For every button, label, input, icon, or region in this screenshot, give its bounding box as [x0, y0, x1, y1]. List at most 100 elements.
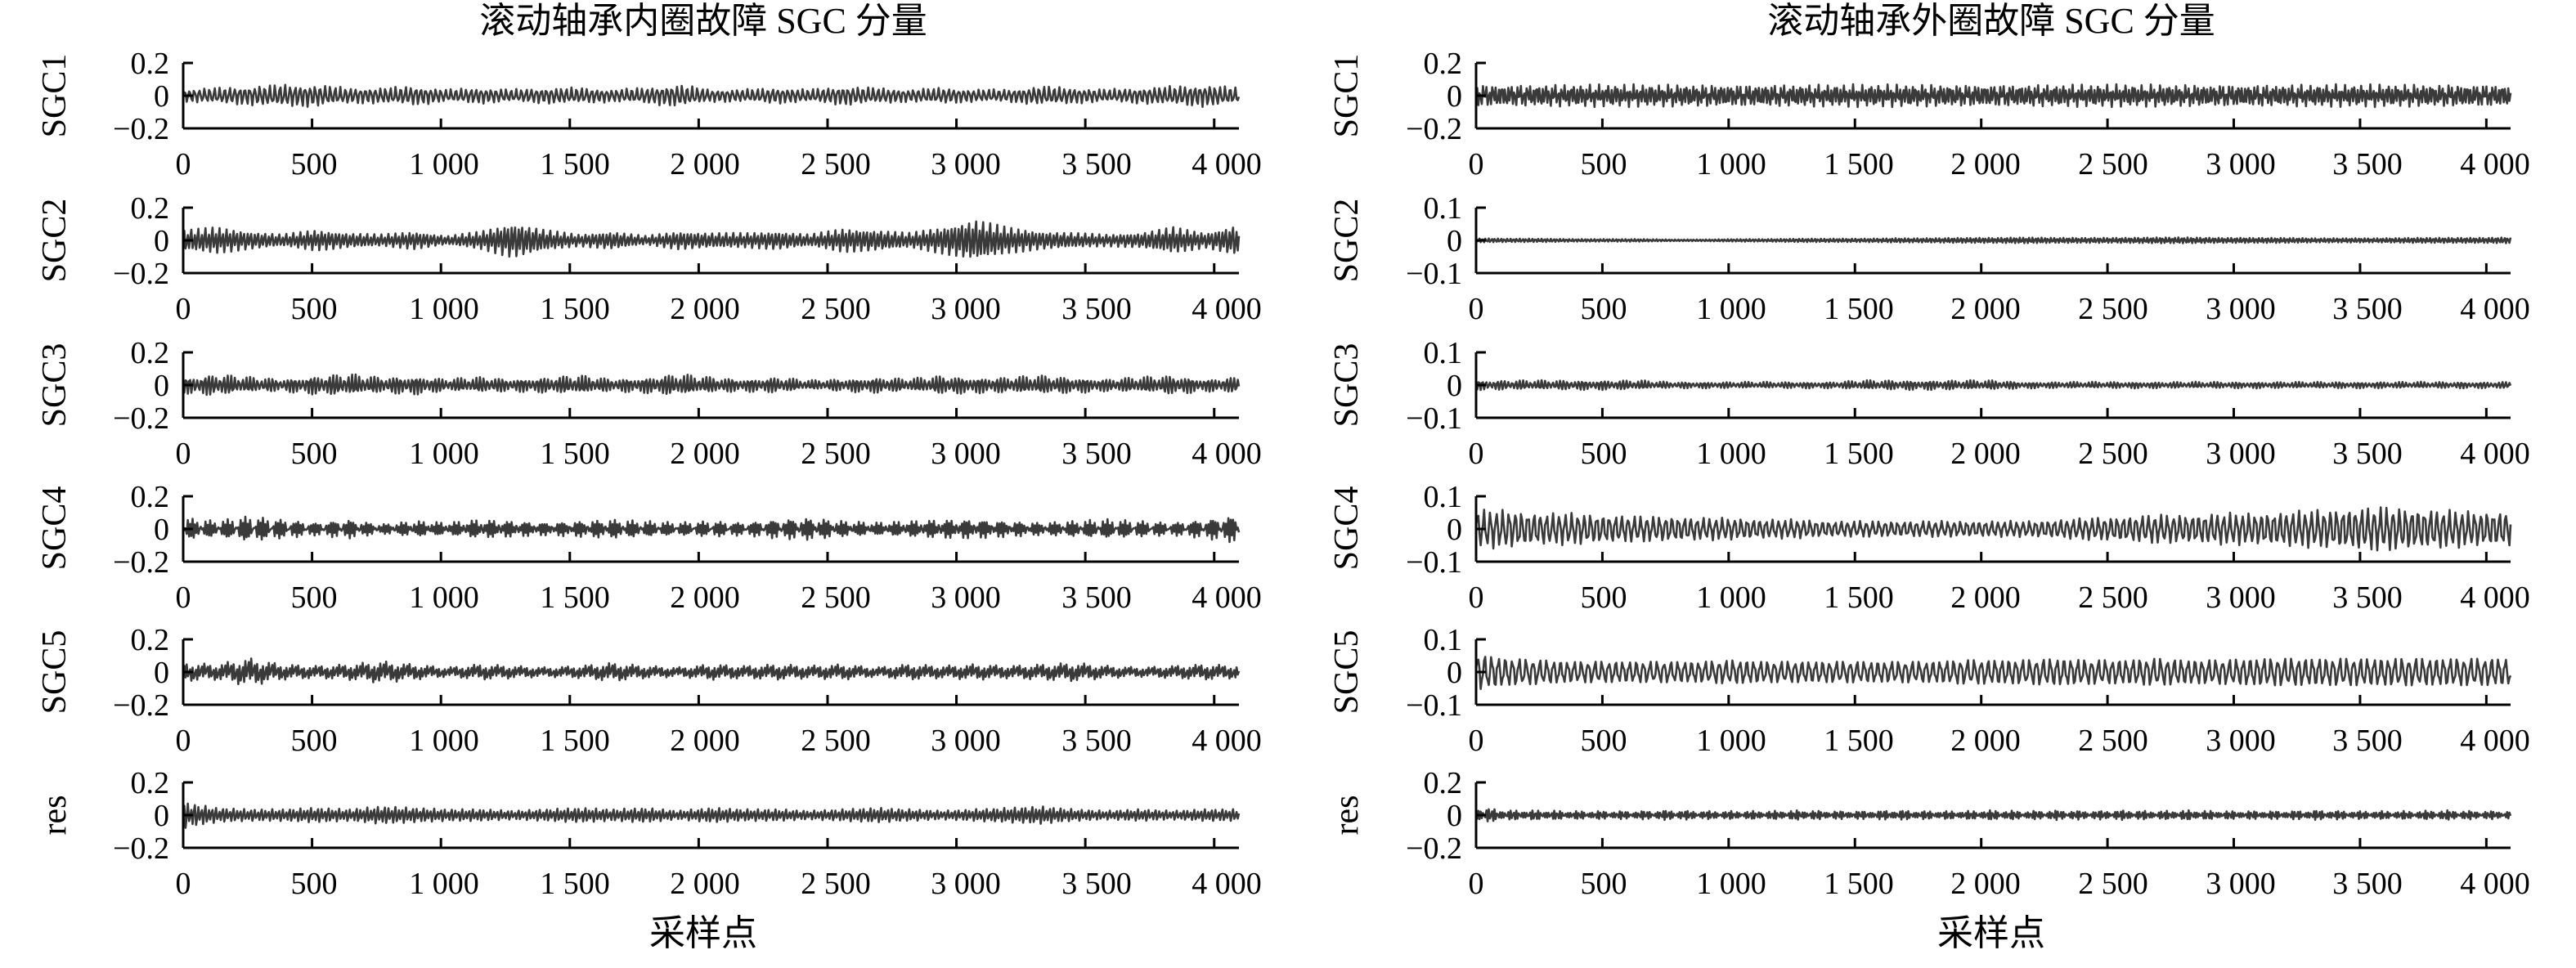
panel-title: 滚动轴承内圈故障 SGC 分量 [479, 1, 927, 41]
axis-frame [182, 61, 1239, 130]
y-tick-label: 0.1 [1424, 480, 1463, 514]
y-tick-label: −0.2 [113, 112, 169, 146]
y-tick-label: 0.2 [1424, 47, 1463, 81]
y-tick-label: 0 [154, 369, 169, 403]
y-tick-label: 0 [154, 799, 169, 833]
y-tick-label: 0.2 [1424, 766, 1463, 800]
x-tick-label: 3 000 [931, 292, 1001, 326]
y-tick-label: 0.2 [131, 47, 170, 81]
y-tick-label: 0 [1447, 656, 1462, 690]
y-tick-label: −0.2 [113, 401, 169, 436]
y-tick-label: −0.2 [113, 688, 169, 723]
x-tick-label: 4 000 [1192, 724, 1262, 758]
x-tick-label: 1 000 [409, 292, 479, 326]
x-tick-label: 1 500 [1824, 292, 1894, 326]
x-tick-label: 0 [176, 437, 191, 471]
x-tick-label: 500 [1581, 437, 1627, 471]
axis-frame [1474, 495, 2511, 563]
x-tick-label: 3 000 [931, 437, 1001, 471]
x-tick-label: 3 000 [931, 580, 1001, 615]
y-axis-label: SGC2 [1328, 199, 1366, 283]
axis-frame [182, 781, 1239, 849]
y-tick-label: 0.1 [1424, 336, 1463, 370]
x-tick-label: 2 000 [1950, 292, 2021, 326]
x-tick-label: 1 500 [540, 724, 610, 758]
subplot-inner-sgc1: SGC1 0.2 0 −0.2 0 500 1 000 1 500 2 000 … [36, 47, 1262, 182]
x-tick-label: 2 500 [801, 867, 871, 901]
x-tick-label: 2 000 [1950, 147, 2021, 182]
x-tick-label: 3 000 [2206, 437, 2276, 471]
x-tick-label: 2 500 [801, 724, 871, 758]
x-tick-label: 500 [291, 580, 338, 615]
signal-trace [1474, 379, 2512, 392]
subplot-outer-sgc4: SGC4 0.1 0 −0.1 0 500 1 000 1 500 2 000 … [1328, 480, 2530, 615]
x-tick-label: 3 500 [1061, 580, 1132, 615]
x-tick-label: 500 [291, 437, 338, 471]
x-tick-label: 2 500 [801, 292, 871, 326]
x-tick-label: 3 500 [2332, 147, 2403, 182]
x-tick-label: 2 500 [801, 437, 871, 471]
x-tick-label: 3 000 [931, 147, 1001, 182]
x-tick-label: 4 000 [1192, 147, 1262, 182]
signal-trace [182, 515, 1241, 544]
x-tick-label: 0 [1469, 724, 1484, 758]
y-tick-label: 0.2 [131, 191, 170, 226]
x-tick-label: 3 500 [2332, 724, 2403, 758]
axis-frame [1474, 638, 2511, 706]
x-tick-label: 4 000 [1192, 580, 1262, 615]
x-tick-label: 1 000 [409, 147, 479, 182]
x-tick-label: 0 [176, 147, 191, 182]
x-tick-label: 3 500 [2332, 292, 2403, 326]
subplot-inner-res: res 0.2 0 −0.2 0 500 1 000 1 500 2 000 2… [36, 766, 1262, 901]
x-tick-label: 3 000 [2206, 580, 2276, 615]
x-tick-label: 3 500 [2332, 580, 2403, 615]
y-axis-label: SGC3 [36, 343, 74, 428]
x-tick-label: 3 000 [2206, 292, 2276, 326]
signal-trace [182, 373, 1241, 397]
y-tick-label: −0.1 [1406, 401, 1462, 436]
x-tick-label: 0 [1469, 437, 1484, 471]
signal-trace [1474, 506, 2512, 552]
y-tick-label: 0 [1447, 79, 1462, 114]
axis-frame [1474, 351, 2511, 419]
x-tick-label: 2 000 [670, 292, 740, 326]
x-tick-label: 2 000 [1950, 437, 2021, 471]
signal-trace [1474, 656, 2512, 690]
x-tick-label: 1 000 [1696, 437, 1766, 471]
x-tick-label: 3 500 [1061, 724, 1132, 758]
signal-trace [1474, 236, 2512, 244]
axis-frame [182, 206, 1239, 275]
y-tick-label: 0.2 [131, 623, 170, 657]
x-tick-label: 1 000 [409, 724, 479, 758]
x-tick-label: 1 500 [1824, 147, 1894, 182]
signal-trace [182, 802, 1241, 829]
y-tick-label: 0.2 [131, 480, 170, 514]
x-tick-label: 1 000 [1696, 724, 1766, 758]
x-tick-label: 2 000 [1950, 867, 2021, 901]
y-tick-label: −0.1 [1406, 688, 1462, 723]
x-tick-label: 3 500 [2332, 437, 2403, 471]
x-tick-label: 1 500 [1824, 437, 1894, 471]
panel-inner-race: 滚动轴承内圈故障 SGC 分量 SGC1 0.2 0 −0.2 0 500 1 … [36, 1, 1262, 953]
x-tick-label: 1 000 [1696, 867, 1766, 901]
x-tick-label: 0 [176, 724, 191, 758]
x-tick-label: 2 500 [2078, 867, 2148, 901]
x-tick-label: 500 [1581, 580, 1627, 615]
x-tick-label: 500 [291, 724, 338, 758]
y-tick-label: 0 [154, 656, 169, 690]
panel-outer-race: 滚动轴承外圈故障 SGC 分量 SGC1 0.2 0 −0.2 0 500 1 … [1328, 1, 2530, 953]
x-tick-label: 0 [176, 867, 191, 901]
x-tick-label: 1 000 [1696, 292, 1766, 326]
x-tick-label: 1 500 [1824, 724, 1894, 758]
x-tick-label: 500 [1581, 147, 1627, 182]
x-tick-label: 2 000 [670, 867, 740, 901]
x-tick-label: 1 500 [540, 147, 610, 182]
x-tick-label: 0 [1469, 580, 1484, 615]
x-tick-label: 3 500 [1061, 867, 1132, 901]
axis-frame [182, 351, 1239, 419]
y-tick-label: −0.1 [1406, 257, 1462, 291]
x-tick-label: 1 000 [1696, 580, 1766, 615]
x-tick-label: 2 500 [2078, 580, 2148, 615]
x-tick-label: 4 000 [1192, 867, 1262, 901]
x-tick-label: 4 000 [2460, 867, 2530, 901]
